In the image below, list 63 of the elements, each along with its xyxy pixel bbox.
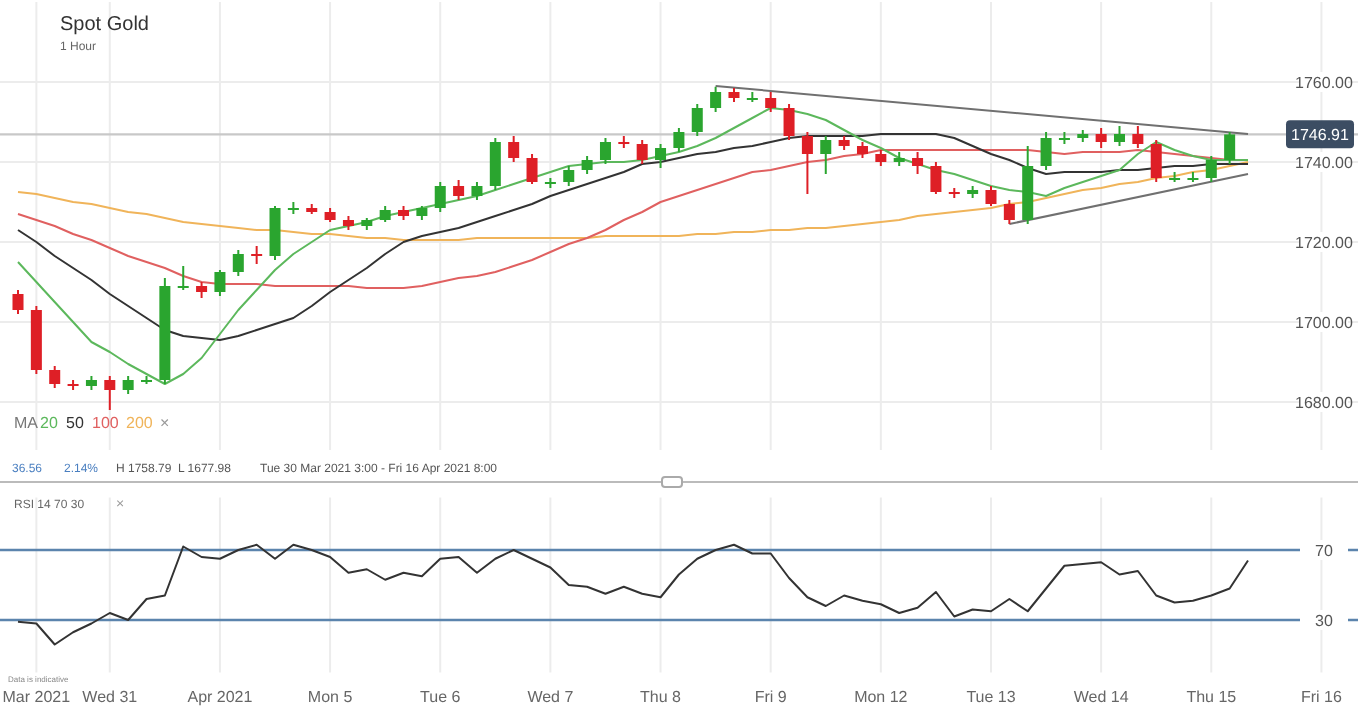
y-tick-label: 1680.00 — [1295, 394, 1355, 412]
x-tick-label: Tue 6 — [420, 688, 462, 706]
y-tick-label: 30 — [1315, 612, 1334, 630]
y-tick-label: 70 — [1315, 542, 1334, 560]
x-tick-label: Thu 8 — [640, 688, 683, 706]
candlestick — [765, 91, 777, 113]
x-tick-label: Fri 9 — [754, 688, 788, 706]
x-tick-label: Mon 5 — [307, 688, 354, 706]
candlestick — [985, 185, 997, 207]
candlestick — [783, 103, 795, 141]
x-tick-label: Wed 7 — [527, 688, 575, 706]
candlestick — [434, 181, 446, 213]
candlestick — [1224, 131, 1236, 165]
x-tick-label: Wed 14 — [1073, 688, 1130, 706]
candlestick — [526, 153, 538, 185]
annotation: × — [160, 414, 170, 432]
x-tick-label: Apr 2021 — [187, 688, 254, 706]
candlestick — [214, 269, 226, 297]
candlestick — [49, 365, 61, 389]
y-tick-label: 1760.00 — [1295, 74, 1355, 92]
candlestick — [930, 161, 942, 195]
candlestick — [232, 249, 244, 277]
y-tick-label: 1700.00 — [1295, 314, 1355, 332]
candlestick — [1205, 155, 1217, 183]
candlestick — [691, 103, 703, 137]
candlestick — [563, 165, 575, 187]
candlestick — [177, 265, 189, 291]
candlestick — [1003, 199, 1015, 225]
candlestick — [453, 179, 465, 201]
candlestick — [12, 289, 24, 315]
x-tick-label: Mar 2021 — [2, 688, 72, 706]
candlestick — [1150, 139, 1162, 183]
candlestick — [1040, 131, 1052, 171]
legend-title: MA — [14, 414, 40, 432]
candlestick — [636, 139, 648, 165]
candlestick — [1113, 125, 1126, 147]
candlestick — [599, 137, 611, 165]
x-tick-label: Thu 15 — [1186, 688, 1238, 706]
x-tick-label: Mon 12 — [854, 688, 909, 706]
candlestick — [104, 375, 116, 411]
candlestick — [1095, 127, 1107, 149]
candlestick — [508, 135, 520, 163]
candlestick — [489, 137, 501, 191]
text: 50 — [66, 414, 85, 432]
candlestick — [912, 151, 924, 175]
text: 100 — [92, 414, 120, 432]
y-tick-label: 1740.00 — [1295, 154, 1355, 172]
text: Spot Gold — [60, 14, 149, 36]
line-series — [17, 543, 1250, 646]
candlestick — [710, 85, 722, 113]
x-tick-label: Tue 13 — [966, 688, 1017, 706]
ref-line-label: 1746.91 — [1291, 126, 1351, 145]
candlestick — [269, 205, 281, 261]
x-tick-label: Wed 31 — [82, 688, 139, 706]
candlestick — [820, 135, 832, 175]
y-tick-label: 1720.00 — [1295, 234, 1355, 252]
candlestick — [801, 131, 813, 195]
x-tick-label: Fri 16 — [1300, 688, 1343, 706]
text: 20 — [40, 414, 59, 432]
candlestick — [655, 143, 667, 169]
text: 200 — [126, 414, 154, 432]
candlestick — [673, 127, 685, 153]
candlestick — [1132, 125, 1144, 149]
